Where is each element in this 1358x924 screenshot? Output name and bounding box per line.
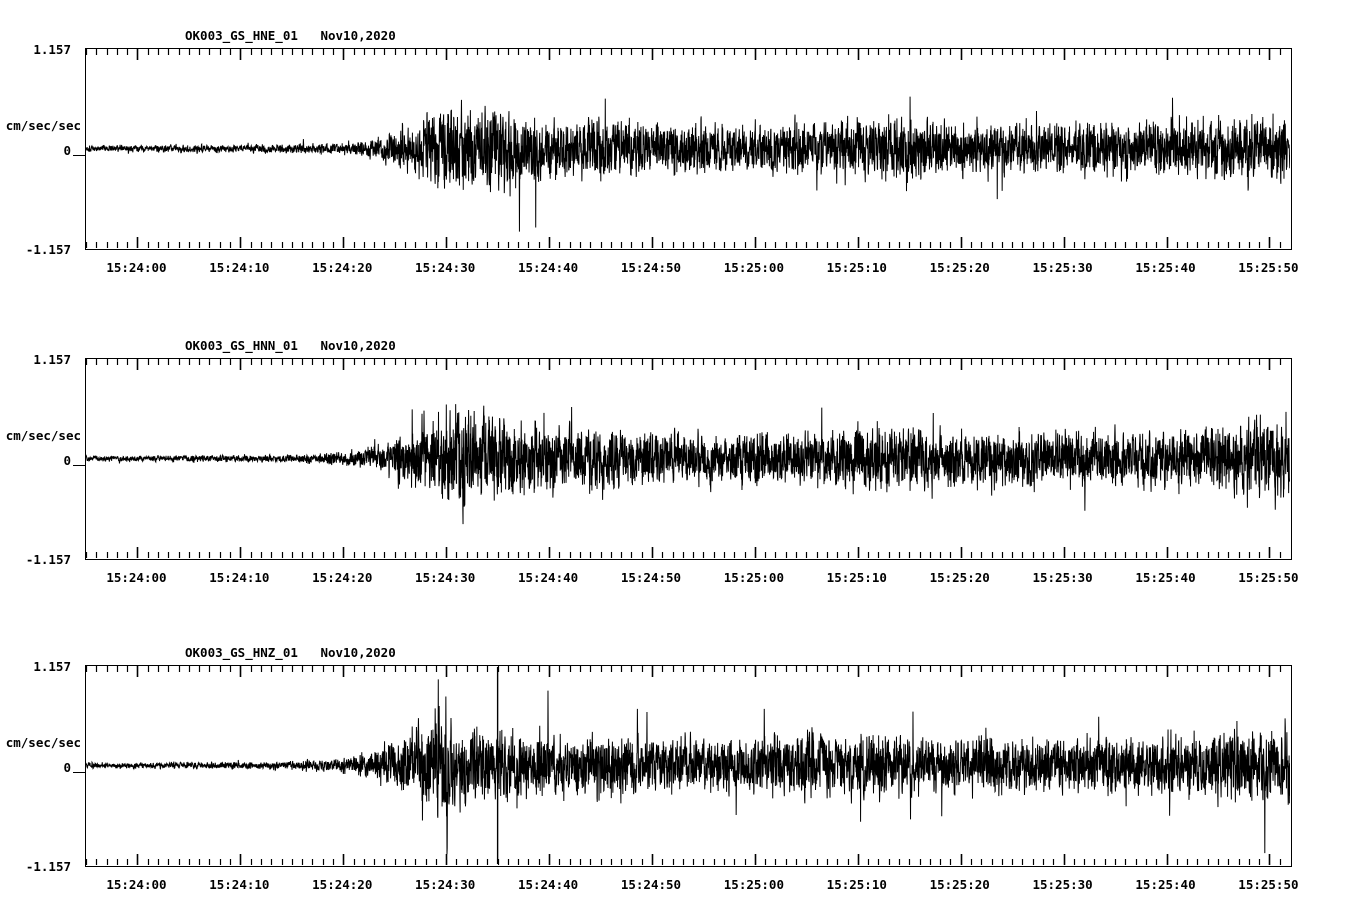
x-axis-tick-label: 15:24:10 xyxy=(209,260,270,275)
y-axis-zero-tick-hnn xyxy=(73,465,85,466)
x-axis-tick-label: 15:25:20 xyxy=(929,260,990,275)
x-axis-tick-label: 15:25:30 xyxy=(1032,260,1093,275)
x-axis-tick-label: 15:24:10 xyxy=(209,877,270,892)
y-axis-zero-label-hnn: 0 xyxy=(63,453,71,468)
x-axis-tick-label: 15:24:40 xyxy=(517,570,579,585)
x-axis-tick-label: 15:25:10 xyxy=(826,260,887,275)
y-axis-min-label-hne: -1.157 xyxy=(25,242,71,257)
panel-title-hnz: OK003_GS_HNZ_01 Nov10,2020 xyxy=(185,645,396,660)
x-axis-labels-hnz: 15:24:00 15:24:10 15:24:20 15:24:30 15:24:40… xyxy=(0,877,1358,895)
x-axis-tick-label: 15:25:50 xyxy=(1238,877,1299,892)
y-axis-zero-tick-hnz xyxy=(73,772,85,773)
x-axis-tick-label: 15:25:00 xyxy=(723,570,784,585)
x-axis-tick-label: 15:24:20 xyxy=(312,877,373,892)
x-axis-tick-label: 15:25:00 xyxy=(723,260,784,275)
x-axis-tick-label: 15:24:50 xyxy=(620,570,682,585)
x-axis-labels-hne: 15:24:00 15:24:10 15:24:20 15:24:30 15:24:40… xyxy=(0,260,1358,278)
y-axis-min-label-hnz: -1.157 xyxy=(25,859,71,874)
x-axis-tick-label: 15:24:30 xyxy=(415,260,476,275)
panel-title-hnn: OK003_GS_HNN_01 Nov10,2020 xyxy=(185,338,396,353)
x-axis-tick-label: 15:24:30 xyxy=(415,570,476,585)
y-axis-zero-label-hnz: 0 xyxy=(63,760,71,775)
x-axis-tick-label: 15:25:20 xyxy=(929,570,990,585)
x-axis-tick-label: 15:25:30 xyxy=(1032,877,1093,892)
waveform-trace-hne xyxy=(86,49,1290,248)
x-axis-tick-label: 15:25:50 xyxy=(1238,260,1299,275)
x-axis-tick-label: 15:24:20 xyxy=(312,570,373,585)
x-axis-tick-label: 15:25:00 xyxy=(723,877,784,892)
y-axis-max-label-hnz: 1.157 xyxy=(33,659,71,674)
y-axis-unit-label-hnn: cm/sec/sec xyxy=(5,428,81,443)
y-axis-max-label-hnn: 1.157 xyxy=(33,352,71,367)
y-axis-max-label-hne: 1.157 xyxy=(33,42,71,57)
plot-area-hnn[interactable] xyxy=(85,358,1292,560)
y-axis-min-label-hnn: -1.157 xyxy=(25,552,71,567)
x-axis-tick-label: 15:25:10 xyxy=(826,570,887,585)
x-axis-tick-label: 15:24:00 xyxy=(106,570,167,585)
x-axis-tick-label: 15:24:40 xyxy=(517,260,579,275)
x-axis-tick-label: 15:25:20 xyxy=(929,877,990,892)
x-axis-tick-label: 15:24:00 xyxy=(106,877,167,892)
x-axis-tick-label: 15:24:00 xyxy=(106,260,167,275)
y-axis-unit-label-hnz: cm/sec/sec xyxy=(5,735,81,750)
x-axis-tick-label: 15:25:10 xyxy=(826,877,887,892)
x-axis-tick-label: 15:24:50 xyxy=(620,260,682,275)
x-axis-tick-label: 15:25:40 xyxy=(1135,877,1196,892)
y-axis-zero-label-hne: 0 xyxy=(63,143,71,158)
x-axis-tick-label: 15:24:40 xyxy=(517,877,579,892)
x-axis-tick-label: 15:24:30 xyxy=(415,877,476,892)
waveform-trace-hnz xyxy=(86,666,1290,865)
waveform-trace-hnn xyxy=(86,359,1290,558)
x-axis-tick-label: 15:25:40 xyxy=(1135,260,1196,275)
x-axis-tick-label: 15:24:50 xyxy=(620,877,682,892)
x-axis-tick-label: 15:24:10 xyxy=(209,570,270,585)
plot-area-hne[interactable] xyxy=(85,48,1292,250)
y-axis-zero-tick-hne xyxy=(73,155,85,156)
plot-area-hnz[interactable] xyxy=(85,665,1292,867)
x-axis-tick-label: 15:25:50 xyxy=(1238,570,1299,585)
x-axis-tick-label: 15:24:20 xyxy=(312,260,373,275)
x-axis-labels-hnn: 15:24:00 15:24:10 15:24:20 15:24:30 15:24:40… xyxy=(0,570,1358,588)
x-axis-tick-label: 15:25:40 xyxy=(1135,570,1196,585)
x-axis-tick-label: 15:25:30 xyxy=(1032,570,1093,585)
panel-title-hne: OK003_GS_HNE_01 Nov10,2020 xyxy=(185,28,396,43)
y-axis-unit-label-hne: cm/sec/sec xyxy=(5,118,81,133)
